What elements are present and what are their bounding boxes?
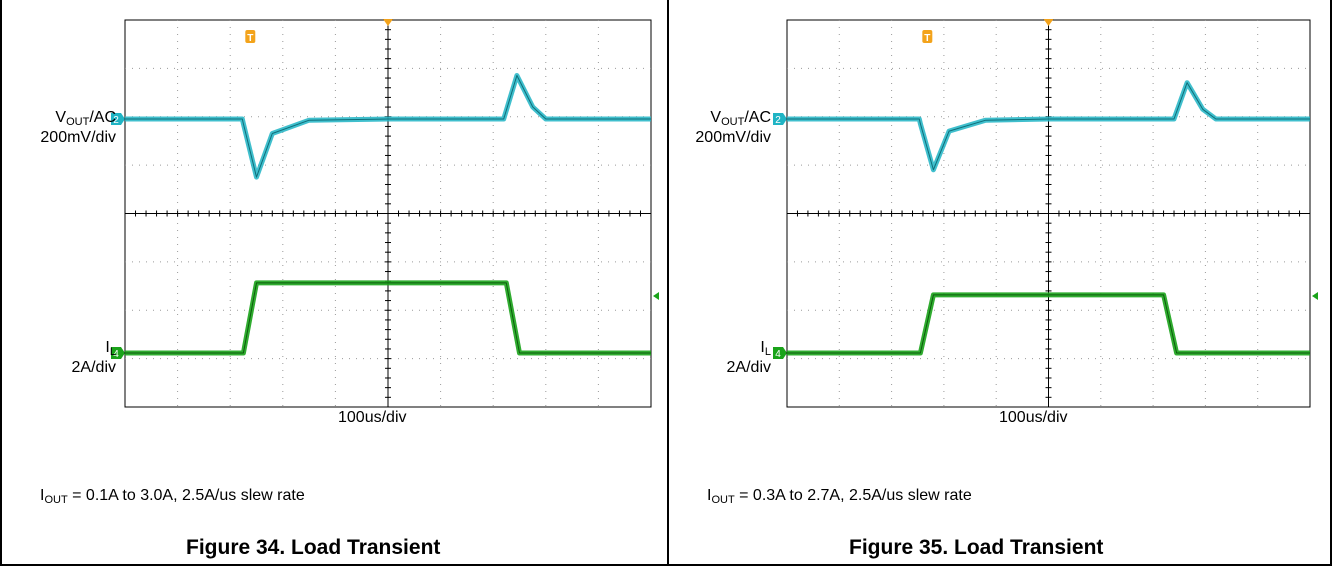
il-axis-label: IL 2A/div [726, 339, 771, 376]
trigger-marker-text: T [247, 33, 253, 44]
channel-2-marker-text: 2 [775, 115, 781, 126]
channel-2-marker-text: 2 [113, 115, 119, 126]
vout-scale: 200mV/div [40, 129, 116, 146]
trigger-level-marker [1312, 292, 1318, 300]
il-trace [125, 282, 651, 354]
scope-plot-figure-35: 2 4 T [773, 19, 1318, 408]
trigger-marker: T [922, 30, 933, 44]
trigger-marker-text: T [924, 33, 930, 44]
trigger-level-marker [653, 292, 659, 300]
il-scale: 2A/div [726, 359, 771, 376]
channel-4-marker: 4 [773, 347, 787, 360]
horizontal-position-marker [383, 19, 393, 26]
figure-title: Figure 34. Load Transient [186, 536, 441, 559]
trigger-marker-shape [245, 30, 256, 43]
channel-2-marker-shape [773, 113, 787, 125]
vout-trace [125, 75, 651, 178]
scope-plot-figure-34: 2 4 T [111, 19, 659, 408]
trigger-marker-shape [922, 30, 933, 43]
channel-2-marker-shape [111, 113, 125, 125]
channel-4-marker-text: 4 [775, 349, 781, 360]
figure-title: Figure 35. Load Transient [849, 536, 1104, 559]
timebase-label: 100us/div [999, 409, 1068, 426]
il-axis-label: IL 2A/div [71, 339, 116, 376]
vout-axis-label: VOUT/AC 200mV/div [695, 109, 771, 146]
il-trace [787, 294, 1310, 354]
channel-4-marker-shape [111, 347, 125, 359]
channel-2-marker: 2 [773, 113, 787, 126]
horizontal-position-marker [1043, 19, 1054, 26]
test-condition-caption: IOUT = 0.3A to 2.7A, 2.5A/us slew rate [707, 487, 972, 506]
channel-2-marker: 2 [111, 113, 125, 126]
vout-trace [787, 82, 1310, 171]
timebase-label: 100us/div [338, 409, 407, 426]
vout-axis-label: VOUT/AC 200mV/div [40, 109, 116, 146]
test-condition-caption: IOUT = 0.1A to 3.0A, 2.5A/us slew rate [40, 487, 305, 506]
trigger-marker: T [245, 30, 256, 44]
channel-4-marker-text: 4 [113, 349, 119, 360]
channel-4-marker-shape [773, 347, 787, 359]
vout-scale: 200mV/div [695, 129, 771, 146]
il-scale: 2A/div [71, 359, 116, 376]
channel-4-marker: 4 [111, 347, 125, 360]
